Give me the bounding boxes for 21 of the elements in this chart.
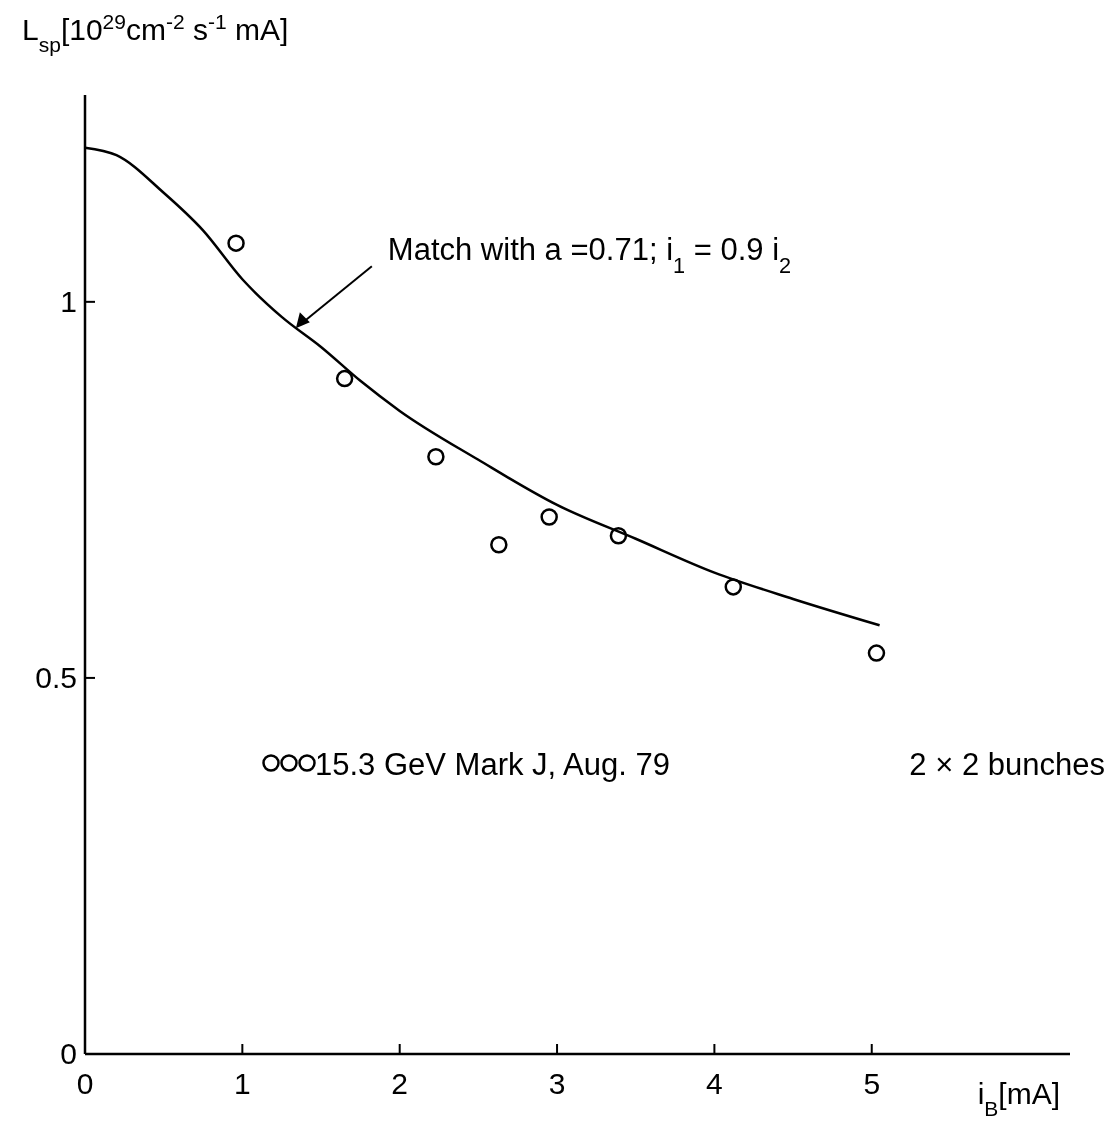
x-tick-label: 2	[391, 1067, 409, 1100]
annotation: 2 × 2 bunches	[909, 747, 1105, 782]
x-tick-label: 1	[234, 1067, 251, 1100]
y-tick-label: 1	[60, 284, 77, 318]
x-tick-label: 5	[863, 1067, 881, 1100]
point	[227, 234, 245, 252]
x-tick-label: 3	[548, 1067, 566, 1100]
point	[867, 644, 886, 662]
point	[335, 369, 354, 388]
point	[490, 536, 508, 554]
point	[540, 508, 558, 526]
point	[427, 448, 445, 466]
y-tick-label: 0.5	[35, 660, 77, 694]
annotation: Match with a =0.71; i$_{1}$ = 0.9 i$_{2}$	[387, 232, 792, 278]
x-axis-title: i$_{B}$[mA]	[977, 1077, 1060, 1120]
y-tick-label: 0	[60, 1037, 77, 1070]
point	[609, 527, 628, 545]
point	[724, 578, 743, 596]
text: L$_{sp}$[10$^{29}$cm$^{-2}$ s$^{-1}$ mA]	[22, 9, 289, 56]
legend-label: 15.3 GeV Mark J, Aug. 79	[315, 747, 670, 782]
x-tick-label: 4	[706, 1067, 723, 1100]
